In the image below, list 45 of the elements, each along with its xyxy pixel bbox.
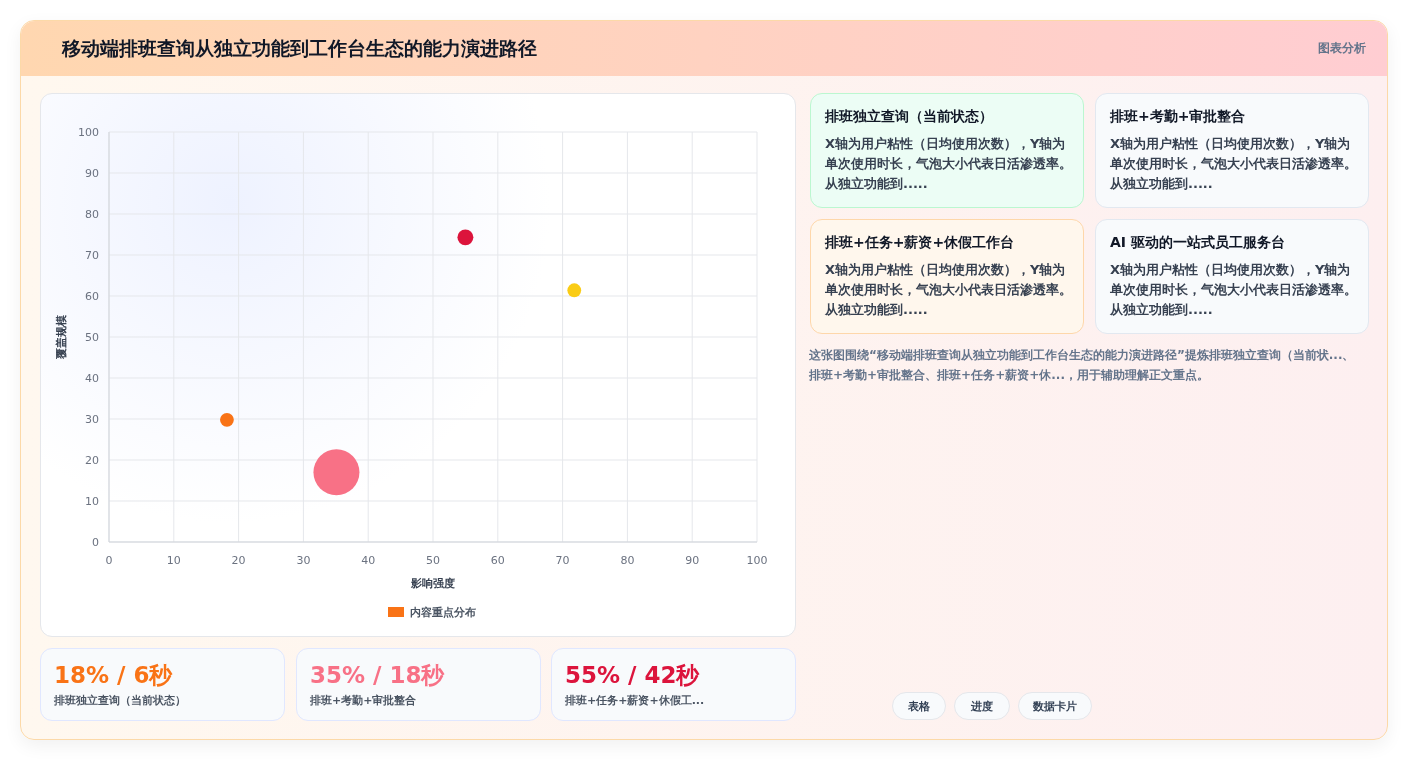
text: AI 驱动的一站式员工服务台 — [1110, 234, 1286, 252]
x-tick-label: 50 — [426, 554, 440, 567]
y-axis-title: 覆盖规模 — [55, 314, 68, 360]
y-tick-label: 0 — [92, 536, 99, 549]
text: 图表分析 — [1318, 40, 1366, 57]
y-tick-label: 10 — [85, 495, 99, 508]
x-tick-label: 20 — [231, 554, 246, 567]
text: X轴为用户粘性（日均使用次数），Y轴为单次使用时长，气泡大小代表日活渗透率。从独立功能到..... — [1110, 135, 1358, 193]
legend-label: 内容重点分布 — [410, 606, 476, 619]
x-tick-label: 0 — [105, 554, 113, 567]
y-tick-label: 70 — [85, 249, 99, 262]
text: 排班+任务+薪资+休假工... — [565, 693, 706, 708]
y-tick-label: 50 — [85, 331, 99, 344]
x-tick-label: 70 — [555, 554, 570, 567]
text: 数据卡片 — [1018, 692, 1092, 720]
y-tick-label: 90 — [85, 167, 99, 180]
y-tick-label: 20 — [85, 454, 99, 467]
y-tick-label: 60 — [85, 290, 99, 303]
text: 55% / 42秒 — [565, 661, 701, 690]
y-tick-label: 30 — [85, 413, 99, 426]
x-tick-label: 80 — [620, 554, 635, 567]
x-tick-label: 60 — [490, 554, 505, 567]
text: 这张图围绕“移动端排班查询从独立功能到工作台生态的能力演进路径”提炼排班独立查询（当前状...、排班+考勤+审批整合、排班+任务+薪资+休...，用于辅助理解正文重点。 — [809, 347, 1356, 384]
y-tick-label: 100 — [78, 126, 99, 139]
text: 排班+考勤+审批整合 — [1110, 108, 1247, 126]
x-axis-title: 影响强度 — [410, 577, 455, 590]
x-tick-label: 100 — [746, 554, 768, 567]
text: 18% / 6秒 — [54, 661, 174, 690]
text: 表格 — [892, 692, 946, 720]
x-tick-label: 90 — [685, 554, 700, 567]
text: 排班+考勤+审批整合 — [310, 693, 418, 708]
chart-title: 移动端排班查询从独立功能到工作台生态的能力演进路径 — [62, 36, 537, 61]
y-tick-label: 80 — [85, 208, 99, 221]
x-tick-label: 10 — [166, 554, 181, 567]
text: 排班独立查询（当前状态） — [825, 108, 994, 126]
x-tick-label: 30 — [296, 554, 311, 567]
text: 进度 — [954, 692, 1010, 720]
text: 35% / 18秒 — [310, 661, 446, 690]
x-tick-label: 40 — [361, 554, 376, 567]
text: 排班独立查询（当前状态） — [54, 693, 187, 708]
y-tick-label: 40 — [85, 372, 99, 385]
text: 排班+任务+薪资+休假工作台 — [825, 234, 1016, 252]
text: X轴为用户粘性（日均使用次数），Y轴为单次使用时长，气泡大小代表日活渗透率。从独立功能到..... — [1110, 261, 1358, 319]
text: X轴为用户粘性（日均使用次数），Y轴为单次使用时长，气泡大小代表日活渗透率。从独立功能到..... — [825, 135, 1073, 193]
text: X轴为用户粘性（日均使用次数），Y轴为单次使用时长，气泡大小代表日活渗透率。从独立功能到..... — [825, 261, 1073, 319]
